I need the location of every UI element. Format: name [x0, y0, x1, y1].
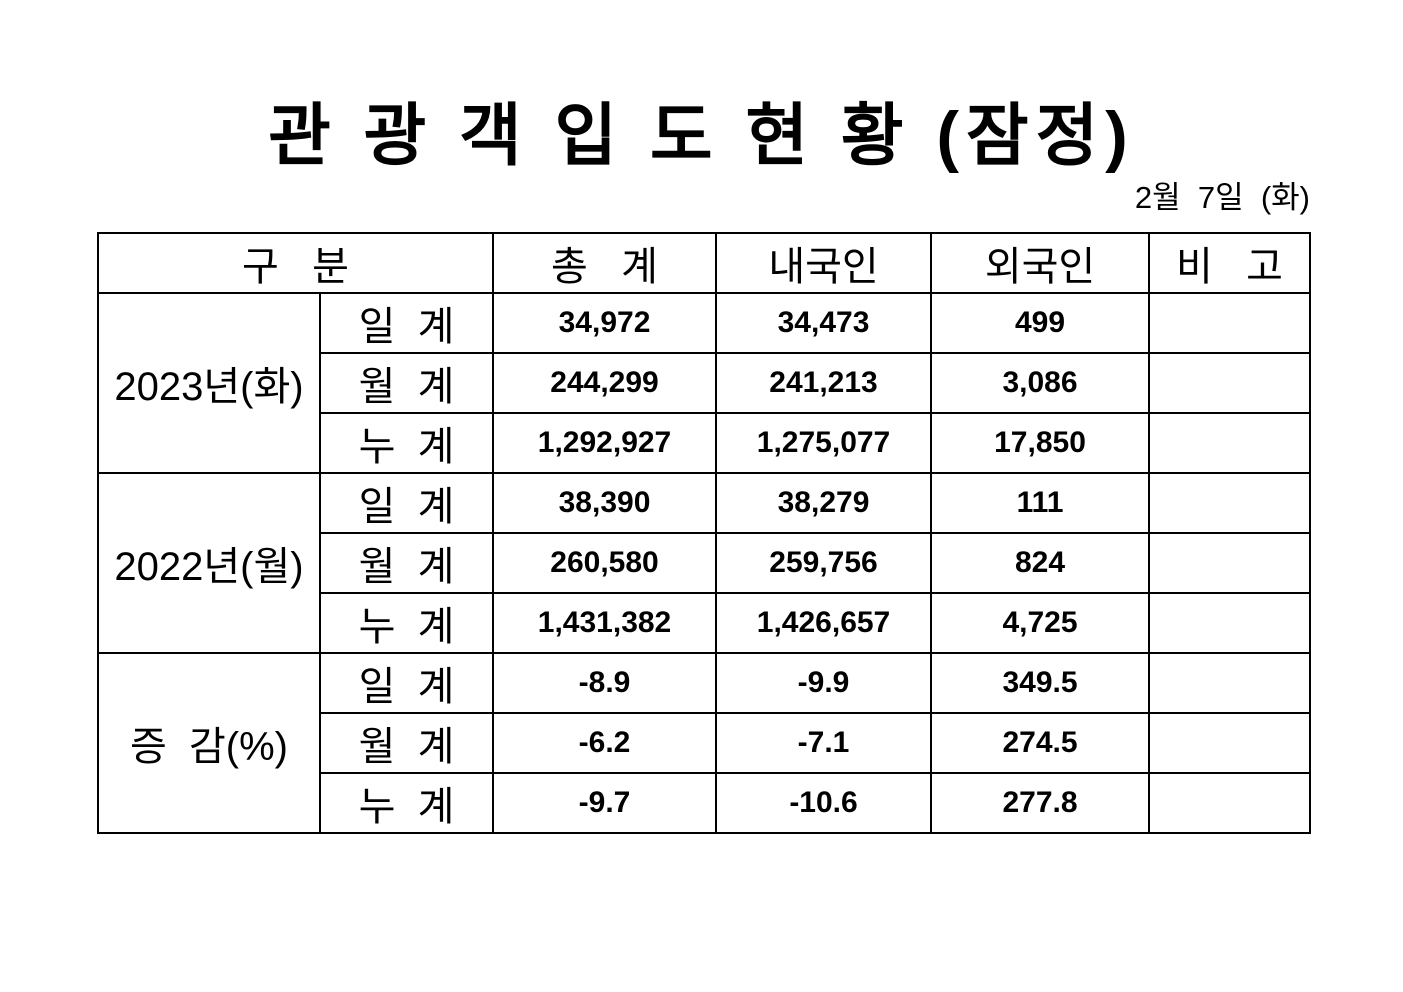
value-total: -6.2 [492, 712, 718, 774]
value-foreign: 4,725 [930, 592, 1151, 654]
remarks-cell [1148, 292, 1312, 354]
value-domestic: 1,275,077 [715, 412, 933, 474]
value-foreign: 274.5 [930, 712, 1151, 774]
group-label-2022: 2022년(월) [97, 472, 321, 654]
header-domestic: 내국인 [715, 232, 933, 294]
value-total: 34,972 [492, 292, 718, 354]
value-domestic: -10.6 [715, 772, 933, 834]
group-label-change-pct: 증 감(%) [97, 652, 321, 834]
value-total: 260,580 [492, 532, 718, 594]
header-category: 구 분 [96, 232, 495, 294]
row-label-cumulative: 누 계 [318, 412, 495, 474]
value-domestic: -9.9 [715, 652, 933, 714]
remarks-cell [1148, 352, 1312, 414]
row-label-monthly: 월 계 [318, 352, 495, 414]
table-row-2023-daily: 2023년(화) 일 계 34,972 34,473 499 [97, 292, 1312, 474]
date-label: 2월 7일 (화) [1134, 180, 1310, 215]
value-total: 1,431,382 [492, 592, 718, 654]
value-foreign: 111 [930, 472, 1151, 534]
value-domestic: 259,756 [715, 532, 933, 594]
table-header-row: 구 분 총 계 내국인 외국인 비 고 [96, 232, 1312, 294]
value-foreign: 17,850 [930, 412, 1151, 474]
value-total: -8.9 [492, 652, 718, 714]
table-row-2022-cumulative: 누 계 1,431,382 1,426,657 4,725 [98, 592, 1312, 654]
row-label-monthly: 월 계 [318, 712, 495, 774]
header-foreign: 외국인 [930, 232, 1151, 294]
value-foreign: 3,086 [930, 352, 1151, 414]
table-row-2022-daily: 2022년(월) 일 계 38,390 38,279 111 [97, 472, 1312, 654]
row-label-cumulative: 누 계 [318, 592, 495, 654]
tourist-arrivals-table: 구 분 총 계 내국인 외국인 비 고 2023년(화) 일 계 34,972 … [96, 232, 1312, 834]
table-row-change-cumulative: 누 계 -9.7 -10.6 277.8 [98, 772, 1312, 834]
table-row-change-daily: 증 감(%) 일 계 -8.9 -9.9 349.5 [97, 652, 1312, 834]
row-label-daily: 일 계 [318, 472, 495, 534]
value-domestic: -7.1 [715, 712, 933, 774]
table-row-2023-monthly: 월 계 244,299 241,213 3,086 [98, 352, 1312, 414]
value-total: -9.7 [492, 772, 718, 834]
table-row-2023-cumulative: 누 계 1,292,927 1,275,077 17,850 [98, 412, 1312, 474]
value-total: 1,292,927 [492, 412, 718, 474]
header-total: 총 계 [492, 232, 718, 294]
remarks-cell [1148, 472, 1312, 534]
value-total: 38,390 [492, 472, 718, 534]
value-foreign: 824 [930, 532, 1151, 594]
remarks-cell [1148, 592, 1312, 654]
value-domestic: 38,279 [715, 472, 933, 534]
row-label-monthly: 월 계 [318, 532, 495, 594]
table-row-2022-monthly: 월 계 260,580 259,756 824 [98, 532, 1312, 594]
row-label-daily: 일 계 [318, 652, 495, 714]
page-title: 관 광 객 입 도 현 황 (잠정) [268, 98, 1135, 174]
header-remarks: 비 고 [1148, 232, 1312, 294]
value-foreign: 277.8 [930, 772, 1151, 834]
table-row-change-monthly: 월 계 -6.2 -7.1 274.5 [98, 712, 1312, 774]
group-label-2023: 2023년(화) [97, 292, 321, 474]
value-domestic: 34,473 [715, 292, 933, 354]
remarks-cell [1148, 652, 1312, 714]
value-foreign: 499 [930, 292, 1151, 354]
value-total: 244,299 [492, 352, 718, 414]
remarks-cell [1148, 712, 1312, 774]
remarks-cell [1148, 412, 1312, 474]
value-foreign: 349.5 [930, 652, 1151, 714]
row-label-cumulative: 누 계 [318, 772, 495, 834]
remarks-cell [1148, 532, 1312, 594]
remarks-cell [1148, 772, 1312, 834]
row-label-daily: 일 계 [318, 292, 495, 354]
value-domestic: 1,426,657 [715, 592, 933, 654]
value-domestic: 241,213 [715, 352, 933, 414]
